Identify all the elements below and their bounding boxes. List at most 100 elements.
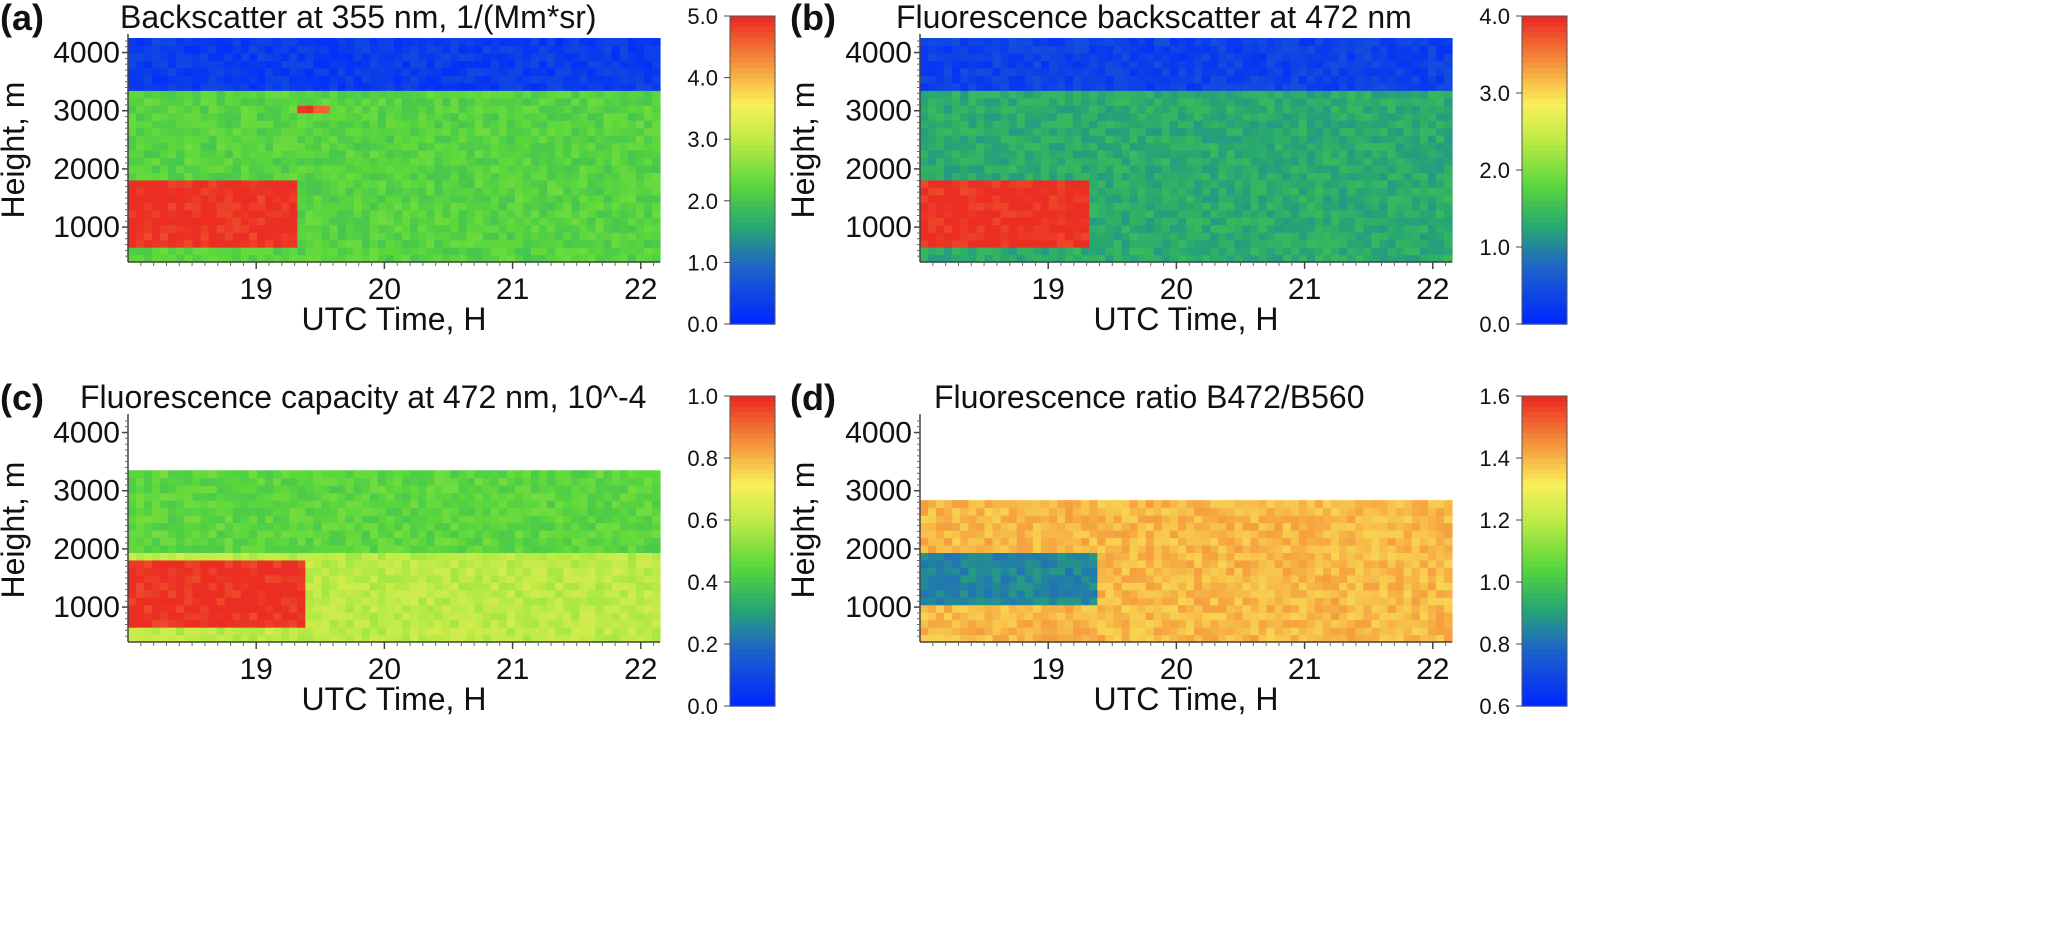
heatmap-cell bbox=[1032, 157, 1042, 166]
heatmap-cell bbox=[1411, 142, 1421, 151]
heatmap-cells bbox=[128, 38, 661, 263]
heatmap-cell bbox=[547, 209, 556, 218]
heatmap-cell bbox=[418, 127, 427, 136]
heatmap-cell bbox=[547, 172, 556, 181]
heatmap-cell bbox=[345, 507, 355, 516]
heatmap-cell bbox=[289, 60, 298, 69]
heatmap-cell bbox=[192, 187, 202, 196]
heatmap-cell bbox=[240, 247, 250, 256]
heatmap-cell bbox=[410, 127, 419, 136]
heatmap-cell bbox=[289, 142, 298, 151]
heatmap-cell bbox=[1323, 187, 1332, 196]
heatmap-cell bbox=[920, 75, 929, 84]
heatmap-cell bbox=[345, 239, 355, 248]
heatmap-cell bbox=[1298, 179, 1308, 188]
heatmap-cell bbox=[442, 120, 452, 129]
heatmap-cell bbox=[563, 187, 572, 196]
heatmap-cell bbox=[321, 239, 331, 248]
heatmap-cell bbox=[1323, 172, 1332, 181]
heatmap-cell bbox=[1121, 247, 1131, 256]
heatmap-cell bbox=[1113, 120, 1123, 129]
heatmap-cell bbox=[952, 247, 961, 256]
heatmap-cell bbox=[281, 634, 290, 643]
heatmap-cell bbox=[1258, 105, 1268, 114]
heatmap-cell bbox=[402, 45, 411, 54]
heatmap-cell bbox=[418, 52, 427, 61]
colorbar: 0.01.02.03.04.05.0 bbox=[687, 4, 776, 337]
heatmap-cell bbox=[160, 604, 169, 613]
heatmap-cell bbox=[1355, 157, 1364, 166]
heatmap-cell bbox=[1306, 75, 1316, 84]
heatmap-cell bbox=[192, 567, 202, 576]
heatmap-cell bbox=[297, 582, 306, 591]
heatmap-cell bbox=[992, 120, 1002, 129]
heatmap-cell bbox=[968, 82, 978, 91]
heatmap-cell bbox=[555, 67, 564, 76]
heatmap-cell bbox=[144, 82, 153, 91]
colorbar-step bbox=[730, 118, 775, 125]
heatmap-cell bbox=[200, 67, 210, 76]
heatmap-cell bbox=[603, 247, 613, 256]
heatmap-cell bbox=[1339, 202, 1348, 211]
heatmap-cell bbox=[329, 142, 339, 151]
heatmap-cell bbox=[1113, 247, 1123, 256]
heatmap-cell bbox=[1048, 217, 1058, 226]
heatmap-cell bbox=[450, 90, 460, 99]
heatmap-cell bbox=[984, 224, 994, 233]
heatmap-cell bbox=[1379, 217, 1389, 226]
heatmap-cell bbox=[265, 120, 274, 129]
colorbar-step bbox=[730, 318, 775, 325]
heatmap-cell bbox=[184, 522, 194, 531]
heatmap-cell bbox=[305, 150, 314, 159]
heatmap-cell bbox=[498, 194, 508, 203]
heatmap-cell bbox=[651, 172, 661, 181]
heatmap-cell bbox=[920, 247, 929, 256]
heatmap-cell bbox=[936, 150, 945, 159]
heatmap-cell bbox=[1073, 254, 1082, 263]
heatmap-cell bbox=[256, 544, 266, 553]
heatmap-cell bbox=[1081, 127, 1090, 136]
heatmap-cell bbox=[216, 135, 226, 144]
heatmap-cell bbox=[555, 164, 564, 173]
heatmap-cell bbox=[1065, 194, 1074, 203]
heatmap-cell bbox=[1443, 187, 1453, 196]
heatmap-cell bbox=[281, 38, 290, 47]
heatmap-cell bbox=[377, 209, 387, 218]
heatmap-cell bbox=[369, 619, 379, 628]
heatmap-cell bbox=[450, 164, 460, 173]
heatmap-cell bbox=[297, 224, 306, 233]
panel-label: (a) bbox=[0, 0, 44, 38]
heatmap-cell bbox=[345, 150, 355, 159]
heatmap-cell bbox=[176, 45, 186, 54]
heatmap-cell bbox=[531, 82, 540, 91]
heatmap-cell bbox=[1177, 52, 1187, 61]
heatmap-cell bbox=[369, 45, 379, 54]
heatmap-cell bbox=[1339, 150, 1348, 159]
heatmap-cell bbox=[329, 574, 339, 583]
heatmap-cell bbox=[1210, 52, 1219, 61]
heatmap-cell bbox=[1040, 164, 1050, 173]
heatmap-cell bbox=[1040, 127, 1050, 136]
heatmap-cell bbox=[1419, 120, 1429, 129]
heatmap-cell bbox=[450, 150, 460, 159]
heatmap-cell bbox=[1145, 142, 1155, 151]
heatmap-cell bbox=[547, 127, 556, 136]
heatmap-cell bbox=[571, 82, 580, 91]
heatmap-cell bbox=[160, 67, 169, 76]
heatmap-cell bbox=[1097, 157, 1106, 166]
heatmap-cell bbox=[1137, 75, 1147, 84]
heatmap-cell bbox=[232, 515, 242, 524]
heatmap-cell bbox=[216, 67, 226, 76]
heatmap-cell bbox=[240, 60, 250, 69]
heatmap-cell bbox=[466, 127, 476, 136]
heatmap-cell bbox=[1016, 202, 1026, 211]
heatmap-cell bbox=[1419, 194, 1429, 203]
heatmap-cell bbox=[434, 97, 443, 106]
heatmap-cell bbox=[1000, 90, 1010, 99]
colorbar-step bbox=[730, 267, 775, 274]
heatmap-cell bbox=[216, 612, 226, 621]
heatmap-cell bbox=[281, 492, 290, 501]
heatmap-cell bbox=[952, 254, 961, 263]
heatmap-cell bbox=[377, 157, 387, 166]
heatmap-cell bbox=[1250, 112, 1260, 121]
